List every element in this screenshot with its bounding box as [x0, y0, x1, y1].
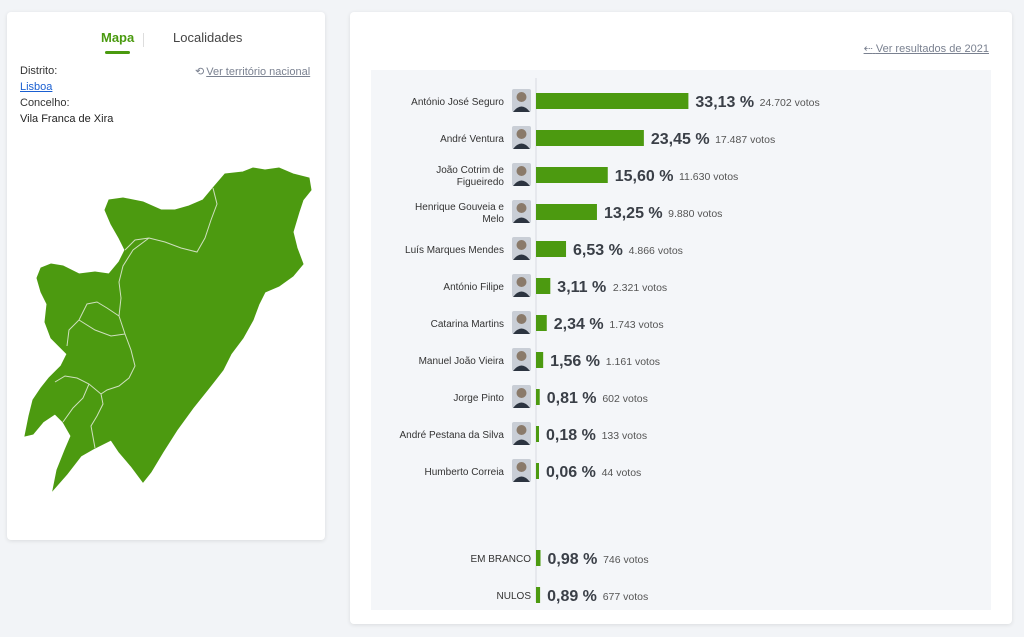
percent-label: 0,06 %: [546, 464, 596, 481]
percent-label: 15,60 %: [615, 168, 674, 185]
result-bar[interactable]: [536, 315, 547, 331]
result-bar[interactable]: [536, 278, 551, 294]
national-territory-link[interactable]: ⟲ Ver território nacional: [195, 65, 310, 78]
votes-label: 746 votos: [603, 554, 649, 566]
avatar-body: [513, 291, 530, 297]
candidate-name: EM BRANCO: [470, 554, 531, 565]
undo-icon: ⟲: [195, 66, 205, 78]
votes-label: 677 votos: [603, 591, 649, 603]
avatar-head: [516, 425, 527, 435]
avatar-head: [516, 314, 527, 324]
district-label: Distrito:: [20, 65, 58, 77]
percent-label: 0,18 %: [546, 427, 596, 444]
avatar-head: [516, 92, 527, 102]
avatar-head: [516, 351, 527, 361]
avatar-body: [513, 402, 530, 408]
votes-label: 44 votos: [602, 467, 642, 479]
avatar-body: [513, 106, 530, 112]
previous-results-link[interactable]: ⇠ Ver resultados de 2021: [864, 42, 989, 55]
previous-results-link-label: Ver resultados de 2021: [875, 43, 989, 55]
percent-label: 13,25 %: [604, 205, 663, 222]
avatar-body: [513, 217, 530, 223]
result-bar[interactable]: [536, 463, 539, 479]
avatar-head: [516, 129, 527, 139]
result-bar[interactable]: [536, 426, 539, 442]
avatar-head: [516, 277, 527, 287]
votes-label: 1.161 votos: [606, 356, 660, 368]
votes-label: 17.487 votos: [715, 134, 775, 146]
avatar-body: [513, 476, 530, 482]
candidate-name: NULOS: [497, 591, 532, 602]
candidate-name: António José Seguro: [411, 97, 504, 108]
percent-label: 1,56 %: [550, 353, 600, 370]
avatar-head: [516, 388, 527, 398]
concelho-label: Concelho:: [20, 97, 70, 109]
municipality-map[interactable]: [7, 152, 325, 497]
candidate-name: André Ventura: [440, 134, 504, 145]
avatar-body: [513, 254, 530, 260]
percent-label: 0,98 %: [548, 551, 598, 568]
votes-label: 9.880 votos: [668, 208, 722, 220]
percent-label: 6,53 %: [573, 242, 623, 259]
percent-label: 3,11 %: [557, 279, 606, 296]
arrow-left-icon: ⇠: [863, 43, 873, 55]
avatar-body: [513, 180, 530, 186]
result-bar[interactable]: [536, 241, 567, 257]
concelho-value: Vila Franca de Xira: [20, 113, 114, 125]
results-chart: António José Seguro 33,13 % 24.702 votos An…: [371, 70, 991, 610]
national-territory-link-label: Ver território nacional: [206, 66, 311, 78]
candidate-name-line: Melo: [482, 214, 504, 225]
results-bar-chart: António José Seguro 33,13 % 24.702 votos An…: [399, 78, 820, 605]
avatar-head: [516, 462, 527, 472]
candidate-name: André Pestana da Silva: [399, 430, 504, 441]
candidate-name-line: Figueiredo: [457, 177, 505, 188]
results-panel: ⇠ Ver resultados de 2021 António José Se…: [350, 12, 1012, 624]
map-parish-borders: [54, 187, 218, 449]
candidate-name-line: João Cotrim de: [436, 165, 504, 176]
district-link[interactable]: Lisboa: [20, 81, 53, 93]
map-region-outline[interactable]: [24, 167, 312, 492]
votes-label: 2.321 votos: [613, 282, 667, 294]
avatar-body: [513, 328, 530, 334]
percent-label: 0,81 %: [547, 390, 597, 407]
votes-label: 133 votos: [602, 430, 648, 442]
result-bar[interactable]: [536, 587, 541, 603]
map-panel: Mapa Localidades Distrito: ⟲ Ver territór…: [7, 12, 325, 540]
avatar-body: [513, 439, 530, 445]
percent-label: 2,34 %: [554, 316, 604, 333]
percent-label: 0,89 %: [547, 588, 597, 605]
candidate-name: Catarina Martins: [431, 319, 504, 330]
avatar-body: [513, 143, 530, 149]
tab-map[interactable]: Mapa: [101, 30, 135, 54]
votes-label: 602 votos: [602, 393, 648, 405]
percent-label: 23,45 %: [651, 131, 710, 148]
candidate-name: Humberto Correia: [425, 467, 505, 478]
result-bar[interactable]: [536, 130, 644, 146]
votes-label: 11.630 votos: [679, 171, 738, 183]
tab-divider: [143, 33, 144, 47]
candidate-name-line: Henrique Gouveia e: [415, 202, 504, 213]
avatar-head: [516, 166, 527, 176]
result-bar[interactable]: [536, 550, 541, 566]
percent-label: 33,13 %: [695, 94, 754, 111]
result-bar[interactable]: [536, 204, 597, 220]
candidate-name: Manuel João Vieira: [419, 356, 505, 367]
avatar-body: [513, 365, 530, 371]
votes-label: 4.866 votos: [629, 245, 683, 257]
candidate-name: Luís Marques Mendes: [405, 245, 504, 256]
result-bar[interactable]: [536, 167, 608, 183]
votes-label: 1.743 votos: [609, 319, 663, 331]
candidate-name: Jorge Pinto: [453, 393, 504, 404]
avatar-head: [516, 240, 527, 250]
result-bar[interactable]: [536, 389, 540, 405]
candidate-name: António Filipe: [443, 282, 504, 293]
view-tabs: Mapa Localidades: [7, 30, 325, 60]
avatar-head: [516, 203, 527, 213]
votes-label: 24.702 votos: [760, 97, 820, 109]
result-bar[interactable]: [536, 352, 544, 368]
result-bar[interactable]: [536, 93, 689, 109]
tab-localidades[interactable]: Localidades: [173, 30, 243, 45]
